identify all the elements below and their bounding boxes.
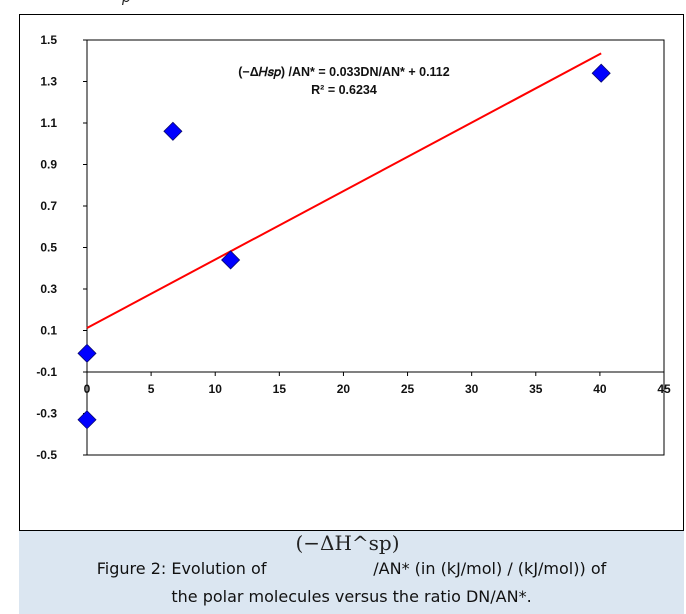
- caption-formula: (−ΔH^sp): [295, 531, 400, 555]
- y-tick-label: 0.1: [40, 324, 57, 338]
- y-tick-label: -0.5: [36, 448, 57, 462]
- chart-frame: -0.5 -0.3 -0.1 0.1 0.3 0.5 0.7 0.9 1.1 1.3 1.5 0 5 10…: [19, 14, 684, 531]
- y-tick-label: 0.3: [40, 282, 57, 296]
- scatter-chart: -0.5 -0.3 -0.1 0.1 0.3 0.5 0.7 0.9 1.1 1.3 1.5 0 5 10…: [36, 33, 671, 462]
- axes: [83, 39, 665, 456]
- y-tick-label: -0.1: [36, 365, 57, 379]
- caption-line-2: the polar molecules versus the ratio DN/…: [171, 587, 532, 606]
- data-point-diamond: [163, 121, 183, 141]
- x-tick-label: 45: [657, 382, 671, 396]
- figure-caption-panel: (−ΔH^sp) Figure 2: Evolution of /AN* (in…: [19, 531, 684, 614]
- y-tick-label: 1.5: [40, 33, 57, 47]
- caption-line-1: Figure 2: Evolution of /AN* (in (kJ/mol)…: [96, 559, 607, 578]
- data-point-diamond: [591, 63, 611, 83]
- x-tick-label: 5: [148, 382, 155, 396]
- x-tick-label: 10: [209, 382, 223, 396]
- y-tick-label: 0.9: [40, 158, 57, 172]
- data-point-diamond: [77, 343, 97, 363]
- plot-area-border: [86, 39, 665, 456]
- trendline-layer: [86, 52, 602, 329]
- y-tick-label: 0.7: [40, 199, 57, 213]
- trendline: [86, 52, 602, 329]
- y-tick-label: -0.3: [36, 407, 57, 421]
- x-tick-label: 20: [337, 382, 351, 396]
- y-tick-label: 1.3: [40, 75, 57, 89]
- x-tick-label: 15: [273, 382, 287, 396]
- x-tick-label: 35: [529, 382, 543, 396]
- equation-annotation: (−Δ𝐻𝑠𝑝) /AN* = 0.033DN/AN* + 0.112 R² = …: [238, 65, 449, 97]
- y-tick-label: 0.5: [40, 241, 57, 255]
- x-tick-label: 25: [401, 382, 415, 396]
- tick-labels: -0.5 -0.3 -0.1 0.1 0.3 0.5 0.7 0.9 1.1 1.3 1.5 0 5 10…: [36, 33, 671, 462]
- data-point-diamond: [77, 410, 97, 430]
- x-tick-label: 0: [84, 382, 91, 396]
- y-tick-label: 1.1: [40, 116, 57, 130]
- data-points: [77, 63, 611, 430]
- clipped-heading-fragment: p: [122, 0, 131, 6]
- trendline-equation: (−Δ𝐻𝑠𝑝) /AN* = 0.033DN/AN* + 0.112: [238, 65, 449, 80]
- r-squared-label: R² = 0.6234: [311, 83, 377, 97]
- data-point-diamond: [221, 250, 241, 270]
- x-tick-label: 30: [465, 382, 479, 396]
- x-tick-label: 40: [593, 382, 607, 396]
